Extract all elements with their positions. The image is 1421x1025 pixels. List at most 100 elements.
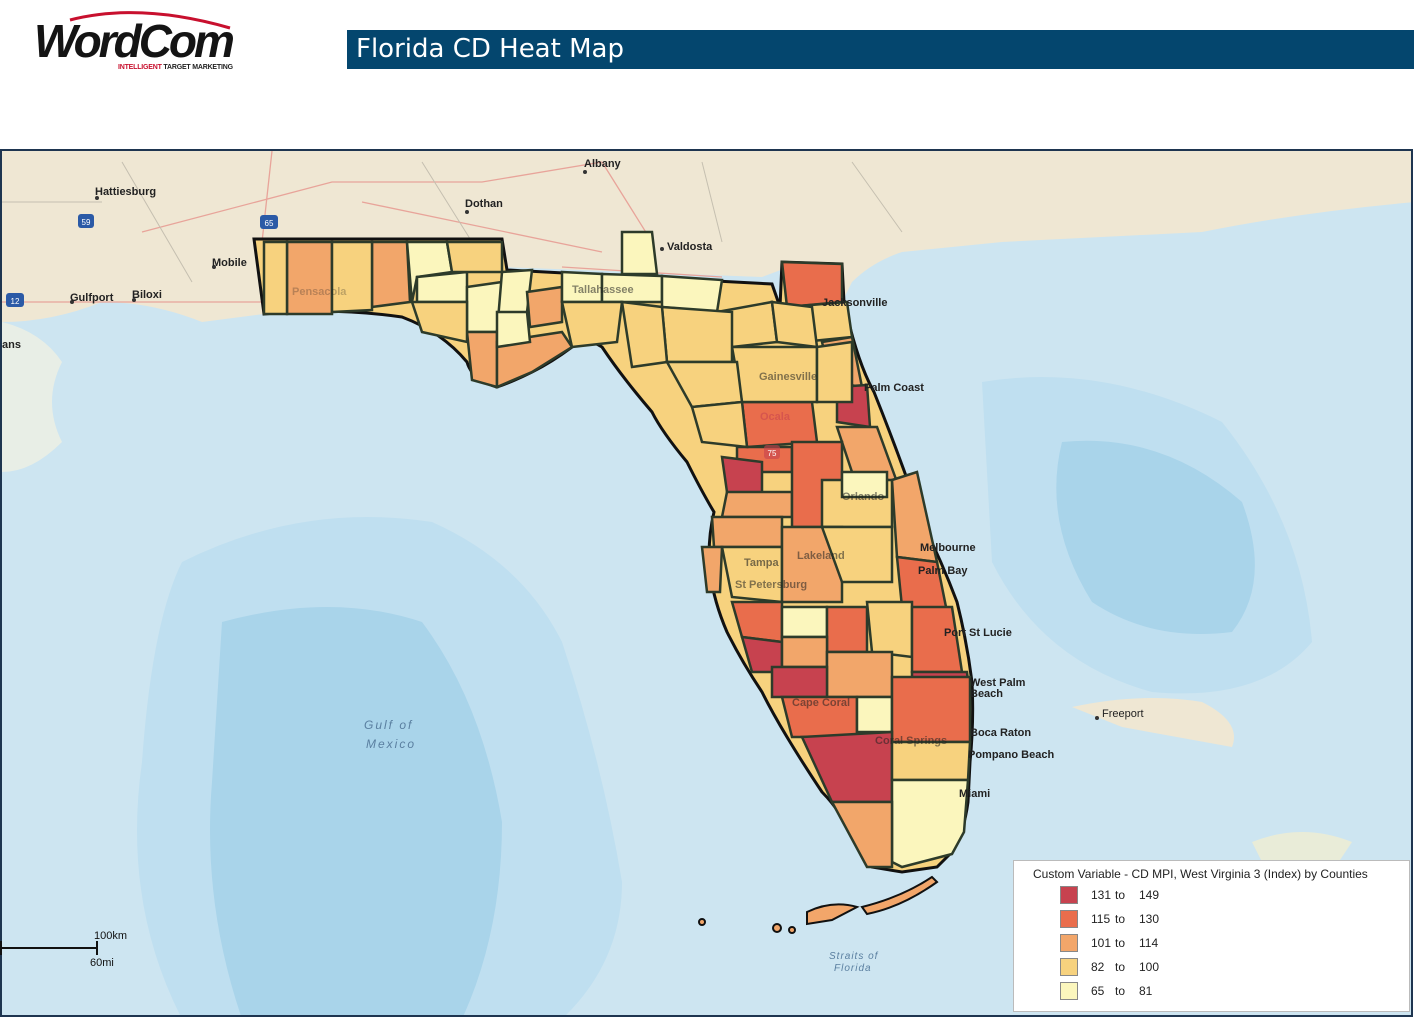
- county-highlands[interactable]: [825, 605, 869, 654]
- city-hattiesburg: Hattiesburg: [95, 186, 156, 198]
- county-walton[interactable]: [445, 240, 504, 274]
- shield-65: 65: [265, 219, 274, 228]
- city-albany: Albany: [584, 158, 622, 170]
- highway-shields: 59 65 12 75: [6, 214, 780, 459]
- county-hamilton-north[interactable]: [620, 230, 659, 276]
- county-baker[interactable]: [770, 300, 819, 349]
- legend-row: 131 to 149: [1060, 885, 1179, 905]
- city-gulfport: Gulfport: [70, 292, 114, 304]
- county-marion[interactable]: [740, 400, 819, 449]
- city-port-st-lucie: Port St Lucie: [944, 627, 1012, 639]
- county-pasco[interactable]: [720, 490, 794, 519]
- county-charlotte[interactable]: [770, 665, 829, 699]
- legend-row: 101 to 114: [1060, 933, 1179, 953]
- county-wakulla[interactable]: [560, 300, 624, 349]
- county-gadsden[interactable]: [495, 310, 532, 349]
- scale-tick: [96, 941, 98, 955]
- legend-row: 65 to 81: [1060, 981, 1179, 1001]
- city-gainesville: Gainesville: [759, 371, 817, 383]
- water-label-florida: Florida: [834, 963, 872, 974]
- city-coral-springs: Coral Springs: [875, 735, 947, 747]
- county-hardee[interactable]: [780, 605, 829, 639]
- city-st-petersburg: St Petersburg: [735, 579, 807, 591]
- scale-mi-label: 60mi: [90, 957, 114, 969]
- city-orlando: Orlando: [842, 491, 884, 503]
- logo-wordmark: WordCom: [34, 15, 235, 67]
- scale-km-label: 100km: [94, 930, 128, 942]
- legend-sep: to: [1115, 960, 1126, 974]
- county-levy[interactable]: [690, 400, 749, 449]
- county-monroe-mainland[interactable]: [829, 800, 894, 869]
- legend-row: 115 to 130: [1060, 909, 1179, 929]
- county-glades[interactable]: [825, 650, 894, 699]
- legend-high: 100: [1139, 960, 1160, 974]
- county-hendry[interactable]: [855, 695, 894, 734]
- land-louisiana: [2, 322, 62, 472]
- legend-low: 101: [1091, 936, 1112, 950]
- county-palm-beach[interactable]: [890, 675, 972, 744]
- city-new-orleans-partial: ans: [2, 339, 21, 351]
- scale-line: [0, 947, 98, 949]
- legend-low: 65: [1091, 984, 1105, 998]
- city-mobile: Mobile: [212, 257, 247, 269]
- county-liberty[interactable]: [525, 285, 564, 329]
- shield-75: 75: [768, 449, 777, 458]
- scale-bar: 100km 60mi: [0, 930, 140, 970]
- water-label-gulf: Gulf of: [364, 718, 413, 732]
- city-pensacola: Pensacola: [292, 286, 347, 298]
- county-okaloosa[interactable]: [370, 240, 412, 309]
- legend-sep: to: [1115, 984, 1126, 998]
- county-pinellas-hills[interactable]: [710, 515, 784, 549]
- county-pinellas[interactable]: [700, 545, 724, 594]
- legend-sep: to: [1115, 936, 1126, 950]
- map-canvas[interactable]: Albany Hattiesburg Dothan Valdosta Mobil…: [2, 151, 1413, 1017]
- legend-sep: to: [1115, 888, 1126, 902]
- county-seminole[interactable]: [840, 470, 889, 499]
- bahamas-island: [1072, 698, 1234, 747]
- city-ocala: Ocala: [760, 411, 791, 423]
- legend-sep: to: [1115, 912, 1126, 926]
- atlantic-deeper-area: [1056, 440, 1255, 634]
- legend-high: 149: [1139, 888, 1160, 902]
- city-tampa: Tampa: [744, 557, 780, 569]
- map-legend: Custom Variable - CD MPI, West Virginia …: [1013, 860, 1410, 1012]
- city-miami: Miami: [959, 788, 990, 800]
- county-okeechobee[interactable]: [865, 600, 914, 659]
- county-putnam[interactable]: [815, 340, 854, 404]
- shield-12: 12: [11, 297, 20, 306]
- county-desoto[interactable]: [780, 635, 829, 669]
- county-lafayette[interactable]: [660, 305, 734, 364]
- legend-swatch: [1060, 958, 1078, 976]
- state-borders: [2, 161, 903, 283]
- legend-title: Custom Variable - CD MPI, West Virginia …: [1033, 867, 1368, 881]
- water-label-mexico: Mexico: [366, 737, 416, 751]
- legend-low: 82: [1091, 960, 1105, 974]
- legend-swatch: [1060, 910, 1078, 928]
- county-bay[interactable]: [410, 300, 469, 344]
- county-broward[interactable]: [890, 740, 972, 782]
- county-gulf[interactable]: [465, 330, 499, 389]
- county-st-lucie[interactable]: [910, 605, 964, 674]
- heat-map[interactable]: Albany Hattiesburg Dothan Valdosta Mobil…: [0, 149, 1413, 1017]
- county-franklin[interactable]: [495, 330, 574, 389]
- county-escambia-west[interactable]: [262, 240, 289, 316]
- city-dothan: Dothan: [465, 198, 503, 210]
- city-tallahassee: Tallahassee: [572, 284, 634, 296]
- county-washington[interactable]: [415, 270, 469, 304]
- county-hillsborough[interactable]: [720, 545, 784, 604]
- land-north: [2, 151, 1411, 302]
- county-santa-rosa[interactable]: [330, 240, 374, 314]
- county-osceola[interactable]: [820, 525, 894, 584]
- city-west-palm: West Palm: [970, 677, 1026, 689]
- city-palm-bay: Palm Bay: [918, 565, 968, 577]
- florida-keys: [698, 875, 939, 934]
- city-palm-coast: Palm Coast: [864, 382, 924, 394]
- legend-swatch: [1060, 982, 1078, 1000]
- city-jacksonville: Jacksonville: [822, 297, 887, 309]
- county-escambia[interactable]: [285, 240, 334, 316]
- county-polygons: [262, 230, 972, 869]
- gulf-deeper-area: [210, 607, 502, 1015]
- legend-swatch: [1060, 934, 1078, 952]
- city-labels: Albany Hattiesburg Dothan Valdosta Mobil…: [2, 158, 1144, 800]
- wordcom-logo: WordCom INTELLIGENT TARGET MARKETING: [30, 8, 250, 78]
